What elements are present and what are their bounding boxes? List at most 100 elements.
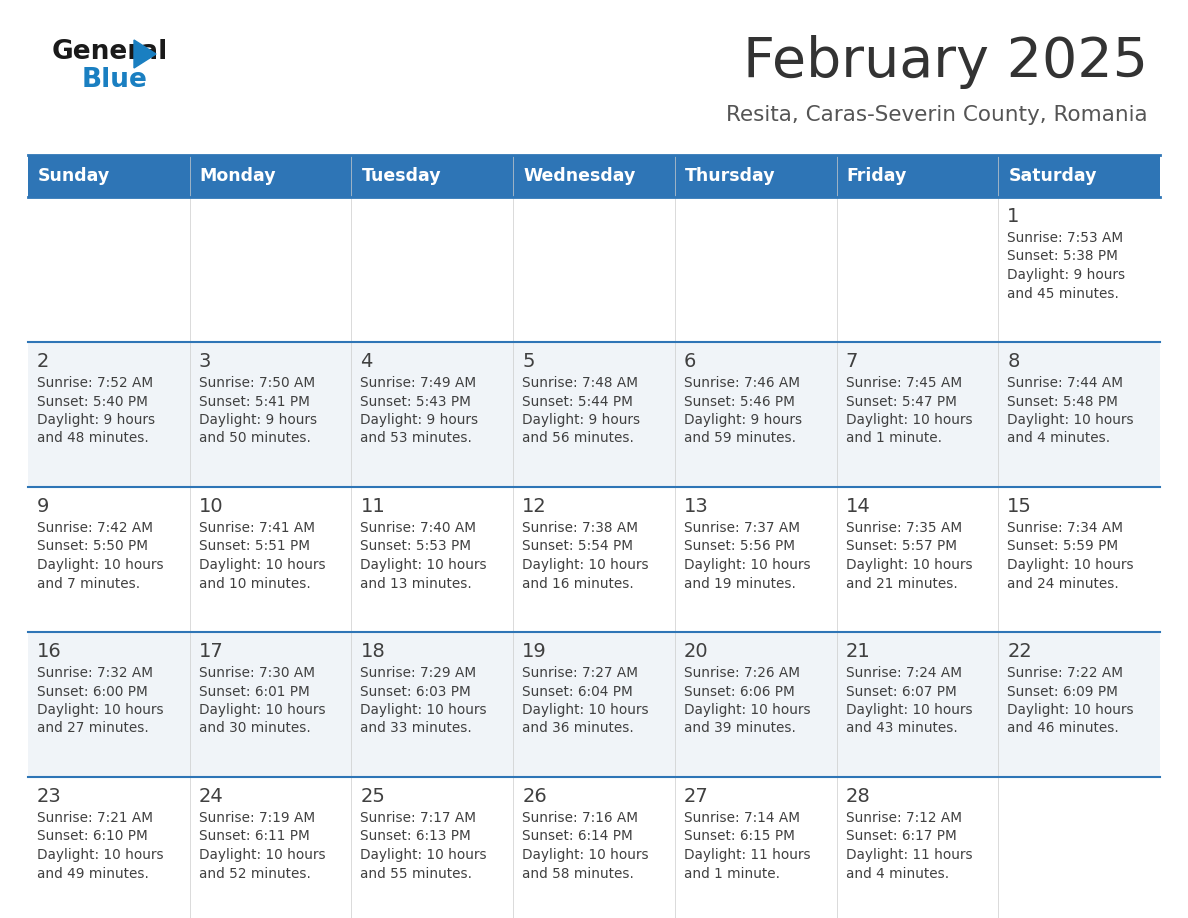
Text: Daylight: 10 hours: Daylight: 10 hours — [1007, 558, 1133, 572]
Text: Daylight: 9 hours: Daylight: 9 hours — [37, 413, 156, 427]
Text: Sunset: 6:01 PM: Sunset: 6:01 PM — [198, 685, 309, 699]
Text: and 56 minutes.: and 56 minutes. — [523, 431, 634, 445]
Text: Sunrise: 7:16 AM: Sunrise: 7:16 AM — [523, 811, 638, 825]
Text: Sunset: 6:17 PM: Sunset: 6:17 PM — [846, 830, 956, 844]
Text: Sunset: 5:40 PM: Sunset: 5:40 PM — [37, 395, 147, 409]
Text: Sunrise: 7:42 AM: Sunrise: 7:42 AM — [37, 521, 153, 535]
Text: 20: 20 — [684, 642, 708, 661]
Text: Wednesday: Wednesday — [523, 167, 636, 185]
Text: Daylight: 10 hours: Daylight: 10 hours — [1007, 413, 1133, 427]
Text: Sunset: 5:44 PM: Sunset: 5:44 PM — [523, 395, 633, 409]
Bar — [29, 342, 1159, 487]
Text: Daylight: 10 hours: Daylight: 10 hours — [1007, 703, 1133, 717]
Text: Sunrise: 7:38 AM: Sunrise: 7:38 AM — [523, 521, 638, 535]
Text: and 49 minutes.: and 49 minutes. — [37, 867, 148, 880]
Text: Daylight: 10 hours: Daylight: 10 hours — [846, 413, 972, 427]
Text: and 39 minutes.: and 39 minutes. — [684, 722, 796, 735]
Text: Sunset: 5:53 PM: Sunset: 5:53 PM — [360, 540, 472, 554]
Text: Sunrise: 7:40 AM: Sunrise: 7:40 AM — [360, 521, 476, 535]
Text: Sunrise: 7:17 AM: Sunrise: 7:17 AM — [360, 811, 476, 825]
Text: Sunrise: 7:44 AM: Sunrise: 7:44 AM — [1007, 376, 1124, 390]
Text: Daylight: 10 hours: Daylight: 10 hours — [198, 848, 326, 862]
Text: 22: 22 — [1007, 642, 1032, 661]
Text: and 21 minutes.: and 21 minutes. — [846, 577, 958, 590]
Text: and 1 minute.: and 1 minute. — [684, 867, 779, 880]
Text: 16: 16 — [37, 642, 62, 661]
Text: Sunrise: 7:41 AM: Sunrise: 7:41 AM — [198, 521, 315, 535]
Bar — [29, 487, 1159, 632]
Text: 11: 11 — [360, 497, 385, 516]
Text: Sunset: 5:56 PM: Sunset: 5:56 PM — [684, 540, 795, 554]
Text: Sunrise: 7:37 AM: Sunrise: 7:37 AM — [684, 521, 800, 535]
Text: and 55 minutes.: and 55 minutes. — [360, 867, 473, 880]
Text: Sunrise: 7:35 AM: Sunrise: 7:35 AM — [846, 521, 962, 535]
Text: and 19 minutes.: and 19 minutes. — [684, 577, 796, 590]
Text: and 36 minutes.: and 36 minutes. — [523, 722, 634, 735]
Text: 17: 17 — [198, 642, 223, 661]
Text: Daylight: 9 hours: Daylight: 9 hours — [523, 413, 640, 427]
Text: Sunset: 5:43 PM: Sunset: 5:43 PM — [360, 395, 472, 409]
Text: and 59 minutes.: and 59 minutes. — [684, 431, 796, 445]
Text: Sunrise: 7:50 AM: Sunrise: 7:50 AM — [198, 376, 315, 390]
Text: Daylight: 10 hours: Daylight: 10 hours — [523, 848, 649, 862]
Text: Daylight: 10 hours: Daylight: 10 hours — [684, 558, 810, 572]
Text: Sunrise: 7:53 AM: Sunrise: 7:53 AM — [1007, 231, 1124, 245]
Text: Daylight: 10 hours: Daylight: 10 hours — [360, 848, 487, 862]
Text: Daylight: 9 hours: Daylight: 9 hours — [1007, 268, 1125, 282]
Text: Sunrise: 7:29 AM: Sunrise: 7:29 AM — [360, 666, 476, 680]
Text: 2: 2 — [37, 352, 50, 371]
Polygon shape — [134, 40, 156, 68]
Text: Sunrise: 7:46 AM: Sunrise: 7:46 AM — [684, 376, 800, 390]
Text: Sunset: 6:13 PM: Sunset: 6:13 PM — [360, 830, 472, 844]
Text: and 16 minutes.: and 16 minutes. — [523, 577, 634, 590]
Bar — [29, 155, 1159, 918]
Text: Sunset: 6:06 PM: Sunset: 6:06 PM — [684, 685, 795, 699]
Text: and 24 minutes.: and 24 minutes. — [1007, 577, 1119, 590]
Text: Daylight: 10 hours: Daylight: 10 hours — [846, 558, 972, 572]
Text: Daylight: 10 hours: Daylight: 10 hours — [846, 703, 972, 717]
Text: Sunset: 5:47 PM: Sunset: 5:47 PM — [846, 395, 956, 409]
Text: Daylight: 10 hours: Daylight: 10 hours — [37, 703, 164, 717]
Text: Sunset: 5:38 PM: Sunset: 5:38 PM — [1007, 250, 1118, 263]
Text: Daylight: 10 hours: Daylight: 10 hours — [37, 848, 164, 862]
Text: 1: 1 — [1007, 207, 1019, 226]
Text: Daylight: 9 hours: Daylight: 9 hours — [198, 413, 317, 427]
Text: 28: 28 — [846, 787, 871, 806]
Text: 12: 12 — [523, 497, 546, 516]
Text: Daylight: 10 hours: Daylight: 10 hours — [198, 703, 326, 717]
Text: and 13 minutes.: and 13 minutes. — [360, 577, 472, 590]
Text: Daylight: 10 hours: Daylight: 10 hours — [198, 558, 326, 572]
Text: 10: 10 — [198, 497, 223, 516]
Text: and 53 minutes.: and 53 minutes. — [360, 431, 473, 445]
Text: and 50 minutes.: and 50 minutes. — [198, 431, 310, 445]
Text: 5: 5 — [523, 352, 535, 371]
Bar — [29, 632, 1159, 777]
Text: Sunrise: 7:49 AM: Sunrise: 7:49 AM — [360, 376, 476, 390]
Text: and 4 minutes.: and 4 minutes. — [1007, 431, 1111, 445]
Text: Sunday: Sunday — [38, 167, 110, 185]
Text: and 1 minute.: and 1 minute. — [846, 431, 942, 445]
Text: Sunrise: 7:24 AM: Sunrise: 7:24 AM — [846, 666, 961, 680]
Text: 4: 4 — [360, 352, 373, 371]
Text: February 2025: February 2025 — [742, 35, 1148, 89]
Text: Sunrise: 7:22 AM: Sunrise: 7:22 AM — [1007, 666, 1124, 680]
Text: 21: 21 — [846, 642, 871, 661]
Text: Sunrise: 7:32 AM: Sunrise: 7:32 AM — [37, 666, 153, 680]
Text: Saturday: Saturday — [1009, 167, 1097, 185]
Text: Sunrise: 7:45 AM: Sunrise: 7:45 AM — [846, 376, 962, 390]
Text: 6: 6 — [684, 352, 696, 371]
Text: 13: 13 — [684, 497, 708, 516]
Text: Sunset: 6:07 PM: Sunset: 6:07 PM — [846, 685, 956, 699]
Text: Sunset: 6:10 PM: Sunset: 6:10 PM — [37, 830, 147, 844]
Text: and 30 minutes.: and 30 minutes. — [198, 722, 310, 735]
Text: Sunset: 5:51 PM: Sunset: 5:51 PM — [198, 540, 310, 554]
Text: and 4 minutes.: and 4 minutes. — [846, 867, 949, 880]
Text: Daylight: 10 hours: Daylight: 10 hours — [37, 558, 164, 572]
Text: and 43 minutes.: and 43 minutes. — [846, 722, 958, 735]
Text: Sunset: 6:03 PM: Sunset: 6:03 PM — [360, 685, 472, 699]
Text: 25: 25 — [360, 787, 385, 806]
Text: Sunrise: 7:30 AM: Sunrise: 7:30 AM — [198, 666, 315, 680]
Text: Sunset: 6:04 PM: Sunset: 6:04 PM — [523, 685, 633, 699]
Text: Sunrise: 7:12 AM: Sunrise: 7:12 AM — [846, 811, 961, 825]
Text: Daylight: 10 hours: Daylight: 10 hours — [360, 703, 487, 717]
